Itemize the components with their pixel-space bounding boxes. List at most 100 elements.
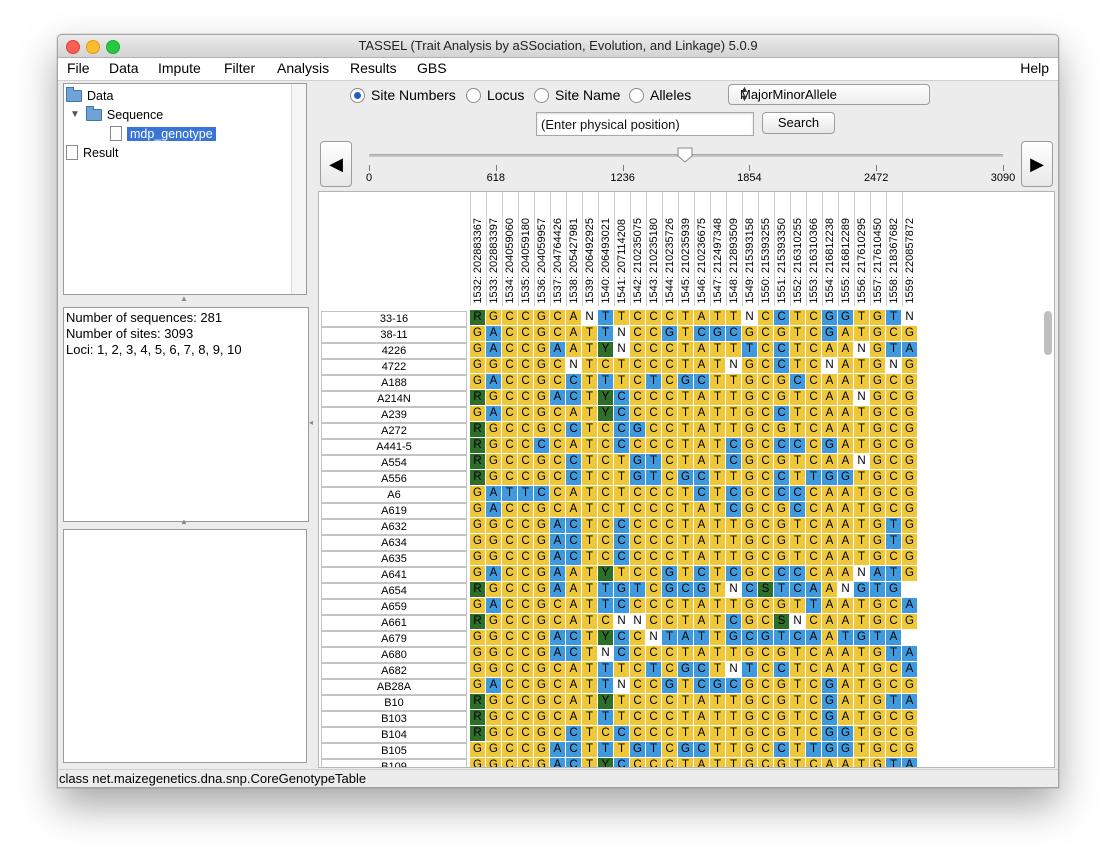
genotype-cell[interactable]: G xyxy=(470,326,486,342)
genotype-cell[interactable]: G xyxy=(534,310,550,326)
genotype-cell[interactable]: G xyxy=(822,742,838,758)
genotype-cell[interactable]: C xyxy=(646,566,662,582)
genotype-cell[interactable]: T xyxy=(790,678,806,694)
genotype-cell[interactable]: A xyxy=(694,646,710,662)
genotype-cell[interactable]: C xyxy=(630,726,646,742)
genotype-cell[interactable]: G xyxy=(902,726,918,742)
genotype-cell[interactable]: C xyxy=(630,710,646,726)
genotype-cell[interactable]: G xyxy=(870,646,886,662)
genotype-cell[interactable]: C xyxy=(614,406,630,422)
genotype-cell[interactable]: C xyxy=(758,390,774,406)
genotype-cell[interactable]: G xyxy=(662,326,678,342)
genotype-cell[interactable]: G xyxy=(870,374,886,390)
genotype-cell[interactable]: G xyxy=(742,742,758,758)
site-column-header[interactable]: 1533: 202883397 xyxy=(486,192,503,306)
genotype-cell[interactable]: T xyxy=(678,358,694,374)
genotype-cell[interactable]: G xyxy=(742,614,758,630)
genotype-cell[interactable]: A xyxy=(694,694,710,710)
genotype-cell[interactable]: C xyxy=(774,310,790,326)
genotype-cell[interactable]: C xyxy=(518,662,534,678)
genotype-cell[interactable]: C xyxy=(502,422,518,438)
taxon-label[interactable]: A679 xyxy=(321,631,467,647)
genotype-cell[interactable]: T xyxy=(726,374,742,390)
genotype-cell[interactable]: T xyxy=(678,422,694,438)
genotype-cell[interactable]: T xyxy=(726,598,742,614)
genotype-cell[interactable]: T xyxy=(614,502,630,518)
tree-node-data[interactable]: Data xyxy=(66,86,113,104)
genotype-cell[interactable]: C xyxy=(806,422,822,438)
genotype-cell[interactable]: C xyxy=(758,662,774,678)
genotype-cell[interactable]: G xyxy=(902,326,918,342)
genotype-cell[interactable] xyxy=(902,630,918,646)
genotype-cell[interactable]: T xyxy=(614,310,630,326)
genotype-cell[interactable]: C xyxy=(662,534,678,550)
genotype-cell[interactable]: C xyxy=(758,742,774,758)
genotype-cell[interactable]: T xyxy=(646,374,662,390)
genotype-cell[interactable]: N xyxy=(854,342,870,358)
genotype-cell[interactable]: C xyxy=(790,566,806,582)
genotype-cell[interactable]: G xyxy=(870,502,886,518)
genotype-cell[interactable]: C xyxy=(566,390,582,406)
site-column-header[interactable]: 1555: 216812289 xyxy=(838,192,855,306)
genotype-cell[interactable]: R xyxy=(470,390,486,406)
genotype-cell[interactable]: G xyxy=(534,342,550,358)
genotype-cell[interactable]: G xyxy=(470,742,486,758)
site-column-header[interactable]: 1535: 204059180 xyxy=(518,192,535,306)
genotype-cell[interactable]: C xyxy=(758,678,774,694)
site-column-header[interactable]: 1559: 220857872 xyxy=(902,192,919,306)
taxon-label[interactable]: A619 xyxy=(321,503,467,519)
genotype-cell[interactable]: C xyxy=(662,758,678,767)
genotype-cell[interactable]: G xyxy=(470,598,486,614)
genotype-cell[interactable]: G xyxy=(534,630,550,646)
genotype-cell[interactable]: T xyxy=(678,390,694,406)
genotype-cell[interactable]: A xyxy=(838,422,854,438)
genotype-cell[interactable]: A xyxy=(822,630,838,646)
genotype-cell[interactable]: C xyxy=(646,518,662,534)
genotype-cell[interactable]: T xyxy=(854,358,870,374)
genotype-cell[interactable]: A xyxy=(566,438,582,454)
genotype-cell[interactable]: G xyxy=(630,470,646,486)
genotype-cell[interactable]: C xyxy=(566,534,582,550)
site-column-header[interactable]: 1541: 207114208 xyxy=(614,192,631,306)
genotype-cell[interactable]: G xyxy=(534,326,550,342)
genotype-cell[interactable]: C xyxy=(646,310,662,326)
genotype-cell[interactable]: C xyxy=(806,390,822,406)
table-vertical-scrollbar[interactable] xyxy=(1044,311,1052,355)
genotype-cell[interactable]: T xyxy=(790,662,806,678)
genotype-cell[interactable]: G xyxy=(774,710,790,726)
genotype-cell[interactable]: N xyxy=(646,630,662,646)
genotype-cell[interactable]: A xyxy=(694,438,710,454)
genotype-cell[interactable]: G xyxy=(470,550,486,566)
genotype-cell[interactable]: C xyxy=(518,566,534,582)
genotype-cell[interactable]: C xyxy=(694,326,710,342)
genotype-cell[interactable]: G xyxy=(534,582,550,598)
genotype-cell[interactable]: C xyxy=(550,454,566,470)
genotype-cell[interactable]: C xyxy=(758,726,774,742)
genotype-cell[interactable]: C xyxy=(790,630,806,646)
genotype-cell[interactable]: C xyxy=(806,550,822,566)
genotype-cell[interactable]: A xyxy=(822,566,838,582)
genotype-cell[interactable]: C xyxy=(598,358,614,374)
genotype-cell[interactable]: C xyxy=(566,550,582,566)
genotype-cell[interactable]: C xyxy=(758,470,774,486)
genotype-cell[interactable]: T xyxy=(710,662,726,678)
genotype-cell[interactable]: C xyxy=(518,422,534,438)
genotype-cell[interactable]: A xyxy=(902,646,918,662)
genotype-cell[interactable]: T xyxy=(678,310,694,326)
site-column-header[interactable]: 1553: 216310366 xyxy=(806,192,823,306)
genotype-cell[interactable]: A xyxy=(566,502,582,518)
taxon-label[interactable]: AB28A xyxy=(321,679,467,695)
genotype-cell[interactable]: C xyxy=(758,326,774,342)
genotype-cell[interactable]: T xyxy=(726,742,742,758)
genotype-cell[interactable]: T xyxy=(678,726,694,742)
genotype-cell[interactable]: G xyxy=(822,726,838,742)
genotype-cell[interactable]: A xyxy=(822,390,838,406)
genotype-cell[interactable]: C xyxy=(694,678,710,694)
genotype-cell[interactable]: G xyxy=(870,438,886,454)
genotype-cell[interactable]: G xyxy=(902,422,918,438)
genotype-cell[interactable]: C xyxy=(630,326,646,342)
genotype-cell[interactable]: C xyxy=(758,710,774,726)
genotype-cell[interactable]: T xyxy=(598,742,614,758)
genotype-cell[interactable]: G xyxy=(470,662,486,678)
genotype-cell[interactable]: G xyxy=(870,310,886,326)
